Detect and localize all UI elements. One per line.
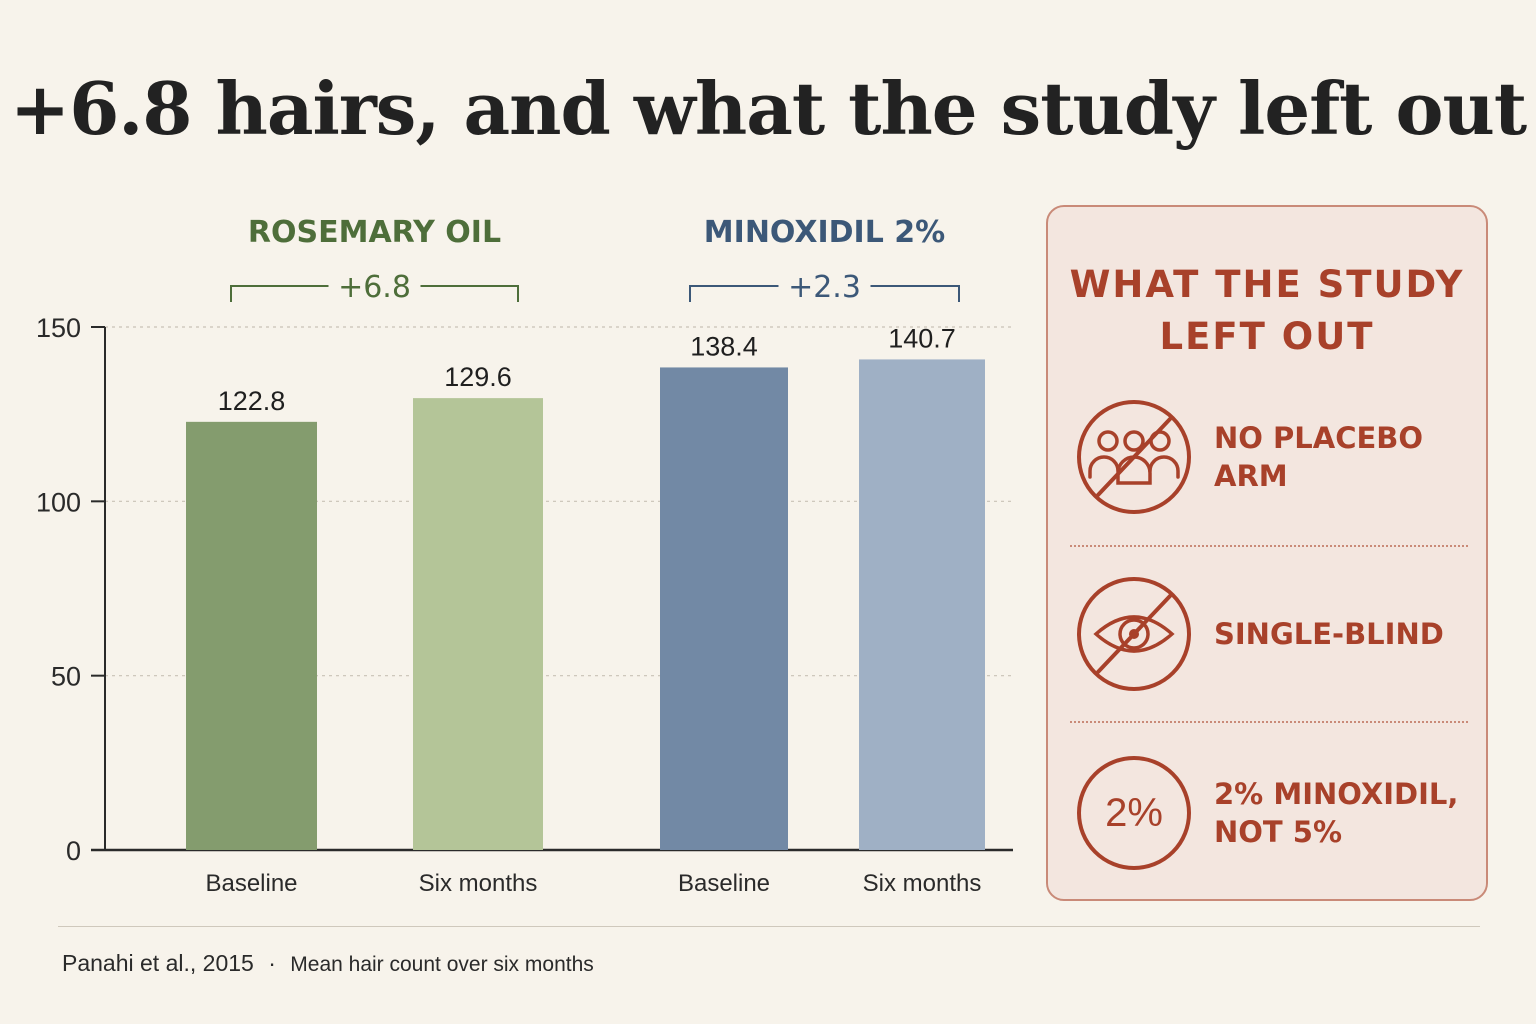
bar	[186, 421, 317, 850]
bar-chart: 0 50 100 150 122.8 Baseline 129.6 Six months RO…	[36, 215, 1013, 897]
caveats-panel: WHAT THE STUDY LEFT OUT NO PLACEBO ARM	[1046, 205, 1488, 901]
delta-label: +6.8	[338, 270, 411, 305]
delta-bracket	[689, 285, 779, 302]
no-group-icon	[1077, 400, 1191, 514]
caveat-dose: 2% 2% MINOXIDIL, NOT 5%	[1074, 753, 1474, 873]
delta-bracket	[870, 285, 960, 302]
no-eye-icon	[1077, 577, 1191, 691]
footer-divider	[58, 926, 1480, 927]
caveat-single-blind: SINGLE-BLIND	[1074, 574, 1474, 694]
bar	[660, 367, 788, 850]
footer-description: Mean hair count over six months	[290, 953, 594, 976]
y-tick-label: 50	[51, 662, 81, 692]
x-category-label: Baseline	[678, 870, 770, 897]
bar-value-label: 122.8	[218, 386, 286, 416]
bar	[859, 359, 985, 850]
caveat-text: SINGLE-BLIND	[1214, 617, 1444, 651]
delta-bracket	[420, 285, 519, 302]
caveats-title: WHAT THE STUDY LEFT OUT	[1069, 263, 1465, 358]
caveat-divider	[1070, 721, 1468, 723]
caveat-no-placebo: NO PLACEBO ARM	[1074, 397, 1474, 517]
y-tick-label: 0	[66, 836, 81, 866]
group-label: MINOXIDIL 2%	[704, 215, 945, 250]
bar-value-label: 129.6	[444, 362, 512, 392]
page-title: +6.8 hairs, and what the study left out	[9, 66, 1527, 151]
y-tick-label: 150	[36, 313, 81, 343]
percent-badge-text: 2%	[1105, 791, 1163, 835]
footer: Panahi et al., 2015 · Mean hair count ov…	[62, 950, 594, 980]
y-tick-label: 100	[36, 487, 81, 517]
group-label: ROSEMARY OIL	[248, 215, 501, 250]
percent-badge-icon: 2%	[1077, 756, 1191, 870]
footer-separator: ·	[268, 950, 276, 976]
caveat-text: NO PLACEBO ARM	[1214, 421, 1424, 493]
caveat-divider	[1070, 545, 1468, 547]
caveat-text: 2% MINOXIDIL, NOT 5%	[1214, 777, 1459, 849]
x-category-label: Six months	[863, 870, 982, 897]
footer-source: Panahi et al., 2015	[62, 950, 254, 976]
delta-label: +2.3	[788, 270, 861, 305]
delta-bracket	[230, 285, 329, 302]
x-category-label: Six months	[419, 870, 538, 897]
bar-value-label: 138.4	[690, 331, 758, 361]
bar-value-label: 140.7	[888, 323, 956, 353]
x-category-label: Baseline	[205, 870, 297, 897]
bar	[413, 398, 543, 850]
